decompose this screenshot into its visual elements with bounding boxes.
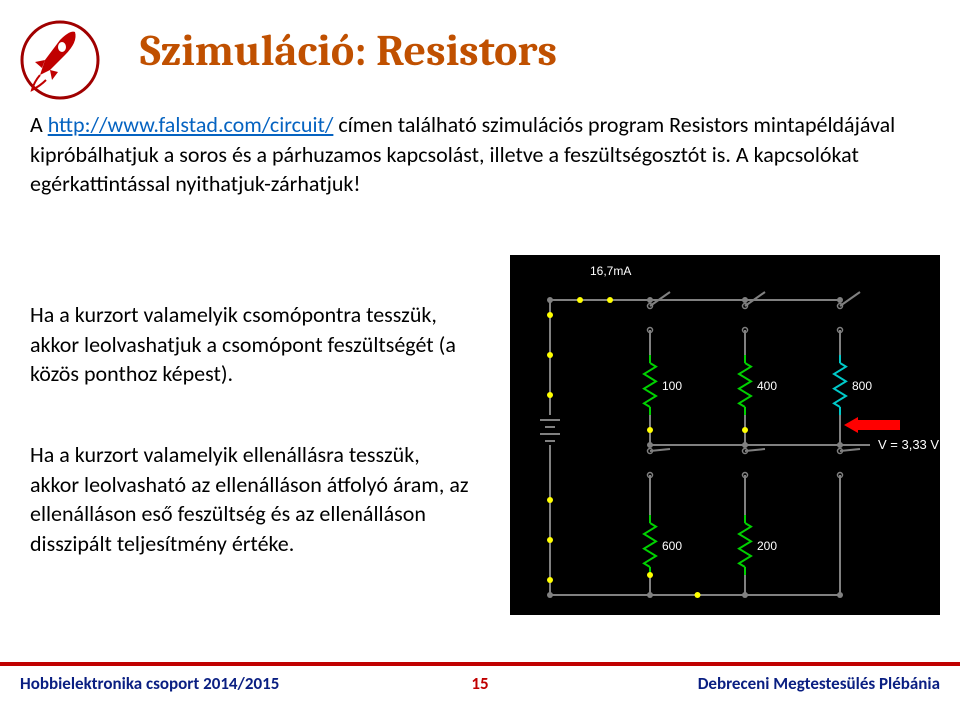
footer: Hobbielektronika csoport 2014/2015 15 De… [0,662,960,702]
circuit-screenshot: 16,7mA 100 400 800 V = 3,33 V 600 200 [510,255,940,615]
paragraph-resistor-readout: Ha a kurzort valamelyik ellenállásra tes… [30,440,470,559]
svg-text:200: 200 [757,539,777,553]
slide-title: Szimuláció: Resistors [140,25,557,76]
footer-right: Debreceni Megtestesülés Plébánia [698,673,940,694]
svg-text:600: 600 [662,539,682,553]
svg-text:800: 800 [852,379,872,393]
svg-text:400: 400 [757,379,777,393]
svg-text:V = 3,33 V: V = 3,33 V [878,437,939,452]
rocket-logo [20,20,100,100]
svg-text:100: 100 [662,379,682,393]
intro-paragraph: A http://www.falstad.com/circuit/ címen … [30,110,930,199]
svg-text:16,7mA: 16,7mA [590,264,631,278]
paragraph-node-voltage: Ha a kurzort valamelyik csomópontra tess… [30,300,470,389]
falstad-link[interactable]: http://www.falstad.com/circuit/ [48,111,334,138]
